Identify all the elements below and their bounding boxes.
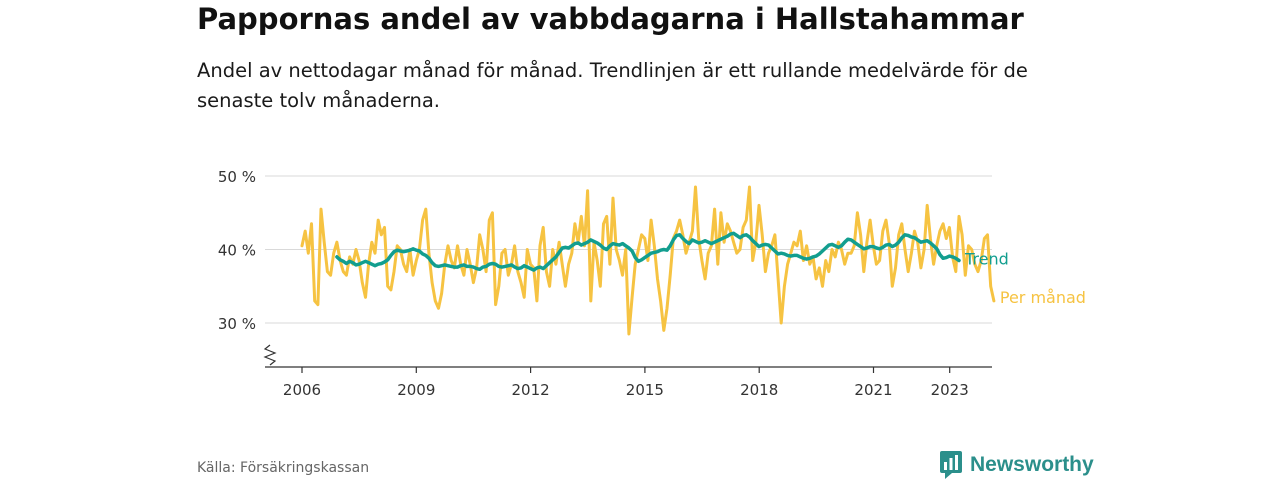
x-tick-label: 2018 (740, 381, 778, 399)
x-axis: 2006 2009 2012 2015 2018 2021 2023 (263, 344, 992, 399)
y-tick-label: 50 % (218, 168, 256, 186)
series-line-monthly (300, 185, 996, 336)
chart-subtitle: Andel av nettodagar månad för månad. Tre… (197, 59, 1028, 112)
series-line-trend (335, 231, 961, 272)
y-tick-label: 30 % (218, 315, 256, 333)
brand-name: Newsworthy (970, 453, 1094, 476)
y-axis-tick-labels: 30 % 40 % 50 % (218, 168, 256, 333)
chart-series-labels: Per månad Trend (964, 250, 1086, 307)
line-chart: 30 % 40 % 50 % 2006 2009 2012 2015 2018 2021 202… (218, 168, 1086, 399)
series-label-trend: Trend (964, 250, 1009, 269)
x-tick-label: 2006 (283, 381, 321, 399)
chart-series (300, 185, 996, 336)
x-tick-label: 2023 (931, 381, 969, 399)
newsworthy-logo-icon (940, 451, 962, 479)
x-tick-label: 2009 (397, 381, 435, 399)
x-tick-label: 2015 (626, 381, 664, 399)
x-tick-label: 2012 (512, 381, 550, 399)
y-tick-label: 40 % (218, 242, 256, 260)
chart-title: Pappornas andel av vabbdagarna i Hallsta… (197, 2, 1024, 36)
source-note: Källa: Försäkringskassan (197, 460, 370, 476)
series-label-monthly: Per månad (1000, 288, 1086, 307)
axis-break-icon (263, 344, 277, 366)
newsworthy-brand[interactable]: Newsworthy (940, 451, 1094, 479)
x-tick-label: 2021 (854, 381, 892, 399)
